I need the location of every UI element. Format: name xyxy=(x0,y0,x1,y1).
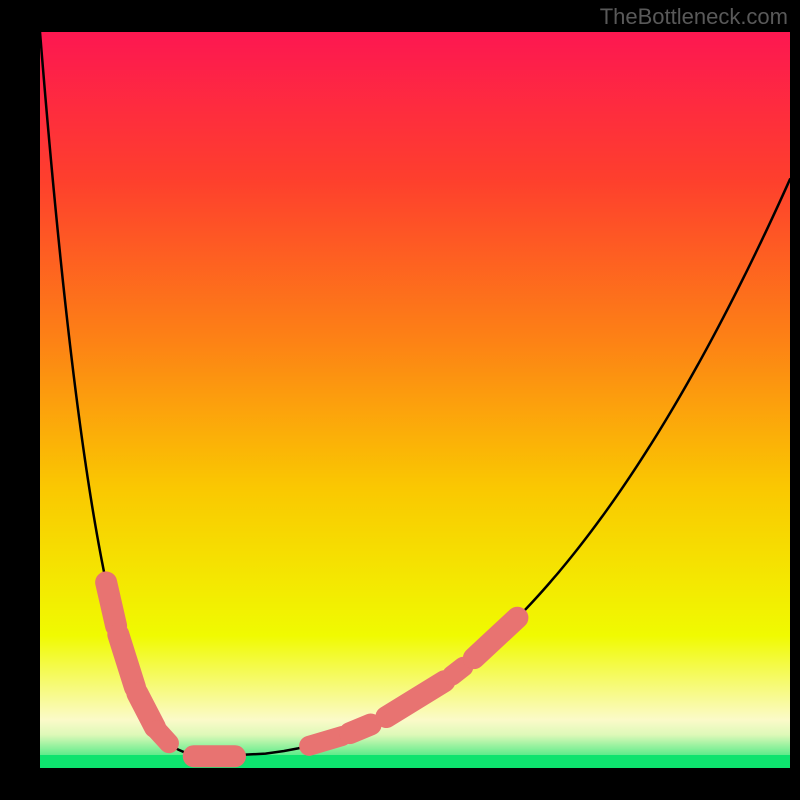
marker-segment xyxy=(118,635,135,688)
marker-segment xyxy=(106,582,116,625)
chart-container: TheBottleneck.com xyxy=(0,0,800,800)
marker-segment xyxy=(386,681,444,717)
attribution-text: TheBottleneck.com xyxy=(600,4,788,30)
marker-segment xyxy=(452,667,463,676)
marker-segment xyxy=(474,618,518,658)
marker-segment xyxy=(350,724,371,733)
chart-svg xyxy=(0,0,800,800)
bottleneck-curve xyxy=(40,32,790,756)
marker-segment xyxy=(157,730,169,743)
marker-segment xyxy=(309,736,342,746)
